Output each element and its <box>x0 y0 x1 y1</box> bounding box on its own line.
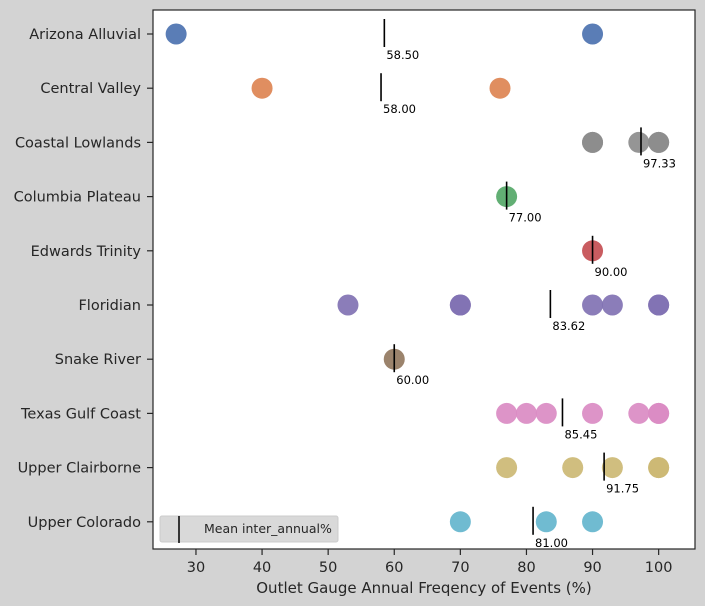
data-point <box>648 402 670 424</box>
data-point <box>496 457 518 479</box>
chart-marks: 58.50 58.00 97.33 77.00 90.00 83.62 60.00 85.45… <box>165 19 676 550</box>
x-tick-label: 80 <box>517 560 535 576</box>
data-point <box>535 402 557 424</box>
mean-label: 58.50 <box>386 48 419 62</box>
data-point <box>582 131 604 153</box>
x-tick-label: 40 <box>253 560 271 576</box>
data-point <box>582 511 604 533</box>
data-point <box>601 294 623 316</box>
data-point <box>515 402 537 424</box>
y-tick-label: Upper Clairborne <box>18 461 142 477</box>
data-point <box>648 131 670 153</box>
x-axis: 30 40 50 60 70 80 90 100 <box>187 549 673 576</box>
y-tick-label: Columbia Plateau <box>14 190 141 206</box>
y-tick-label: Texas Gulf Coast <box>20 406 141 422</box>
data-point <box>648 294 670 316</box>
y-tick-label: Coastal Lowlands <box>15 135 141 151</box>
data-point <box>251 77 273 99</box>
data-point <box>449 294 471 316</box>
y-tick-label: Arizona Alluvial <box>29 27 141 43</box>
x-axis-title: Outlet Gauge Annual Freqency of Events (… <box>256 579 591 597</box>
x-tick-label: 90 <box>583 560 601 576</box>
data-point <box>562 457 584 479</box>
data-point <box>601 457 623 479</box>
mean-label: 81.00 <box>535 536 568 550</box>
data-point <box>165 23 187 45</box>
data-point <box>496 402 518 424</box>
mean-label: 60.00 <box>396 373 429 387</box>
x-tick-label: 30 <box>187 560 205 576</box>
y-tick-label: Central Valley <box>40 81 141 97</box>
data-point <box>489 77 511 99</box>
x-tick-label: 60 <box>385 560 403 576</box>
data-point <box>535 511 557 533</box>
plot-frame <box>152 9 696 550</box>
y-tick-label: Upper Colorado <box>28 515 141 531</box>
data-point <box>628 131 650 153</box>
data-point <box>449 511 471 533</box>
mean-label: 97.33 <box>643 156 676 170</box>
x-tick-label: 100 <box>645 560 673 576</box>
data-point <box>582 294 604 316</box>
data-point <box>337 294 359 316</box>
mean-label: 58.00 <box>383 102 416 116</box>
y-tick-label: Floridian <box>78 298 141 314</box>
data-point <box>582 23 604 45</box>
x-tick-label: 50 <box>319 560 337 576</box>
data-point <box>582 402 604 424</box>
mean-label: 91.75 <box>606 482 639 496</box>
legend-label: Mean inter_annual% <box>204 521 332 536</box>
y-tick-label: Edwards Trinity <box>31 244 142 260</box>
x-tick-label: 70 <box>451 560 469 576</box>
y-axis: Arizona Alluvial Central Valley Coastal Lo… <box>14 27 153 531</box>
mean-label: 83.62 <box>552 319 585 333</box>
legend: Mean inter_annual% <box>159 515 339 543</box>
mean-label: 85.45 <box>564 427 597 441</box>
mean-label: 90.00 <box>595 265 628 279</box>
data-point <box>628 402 650 424</box>
mean-label: 77.00 <box>509 211 542 225</box>
data-point <box>648 457 670 479</box>
legend-box <box>159 515 339 543</box>
y-tick-label: Snake River <box>55 352 141 368</box>
